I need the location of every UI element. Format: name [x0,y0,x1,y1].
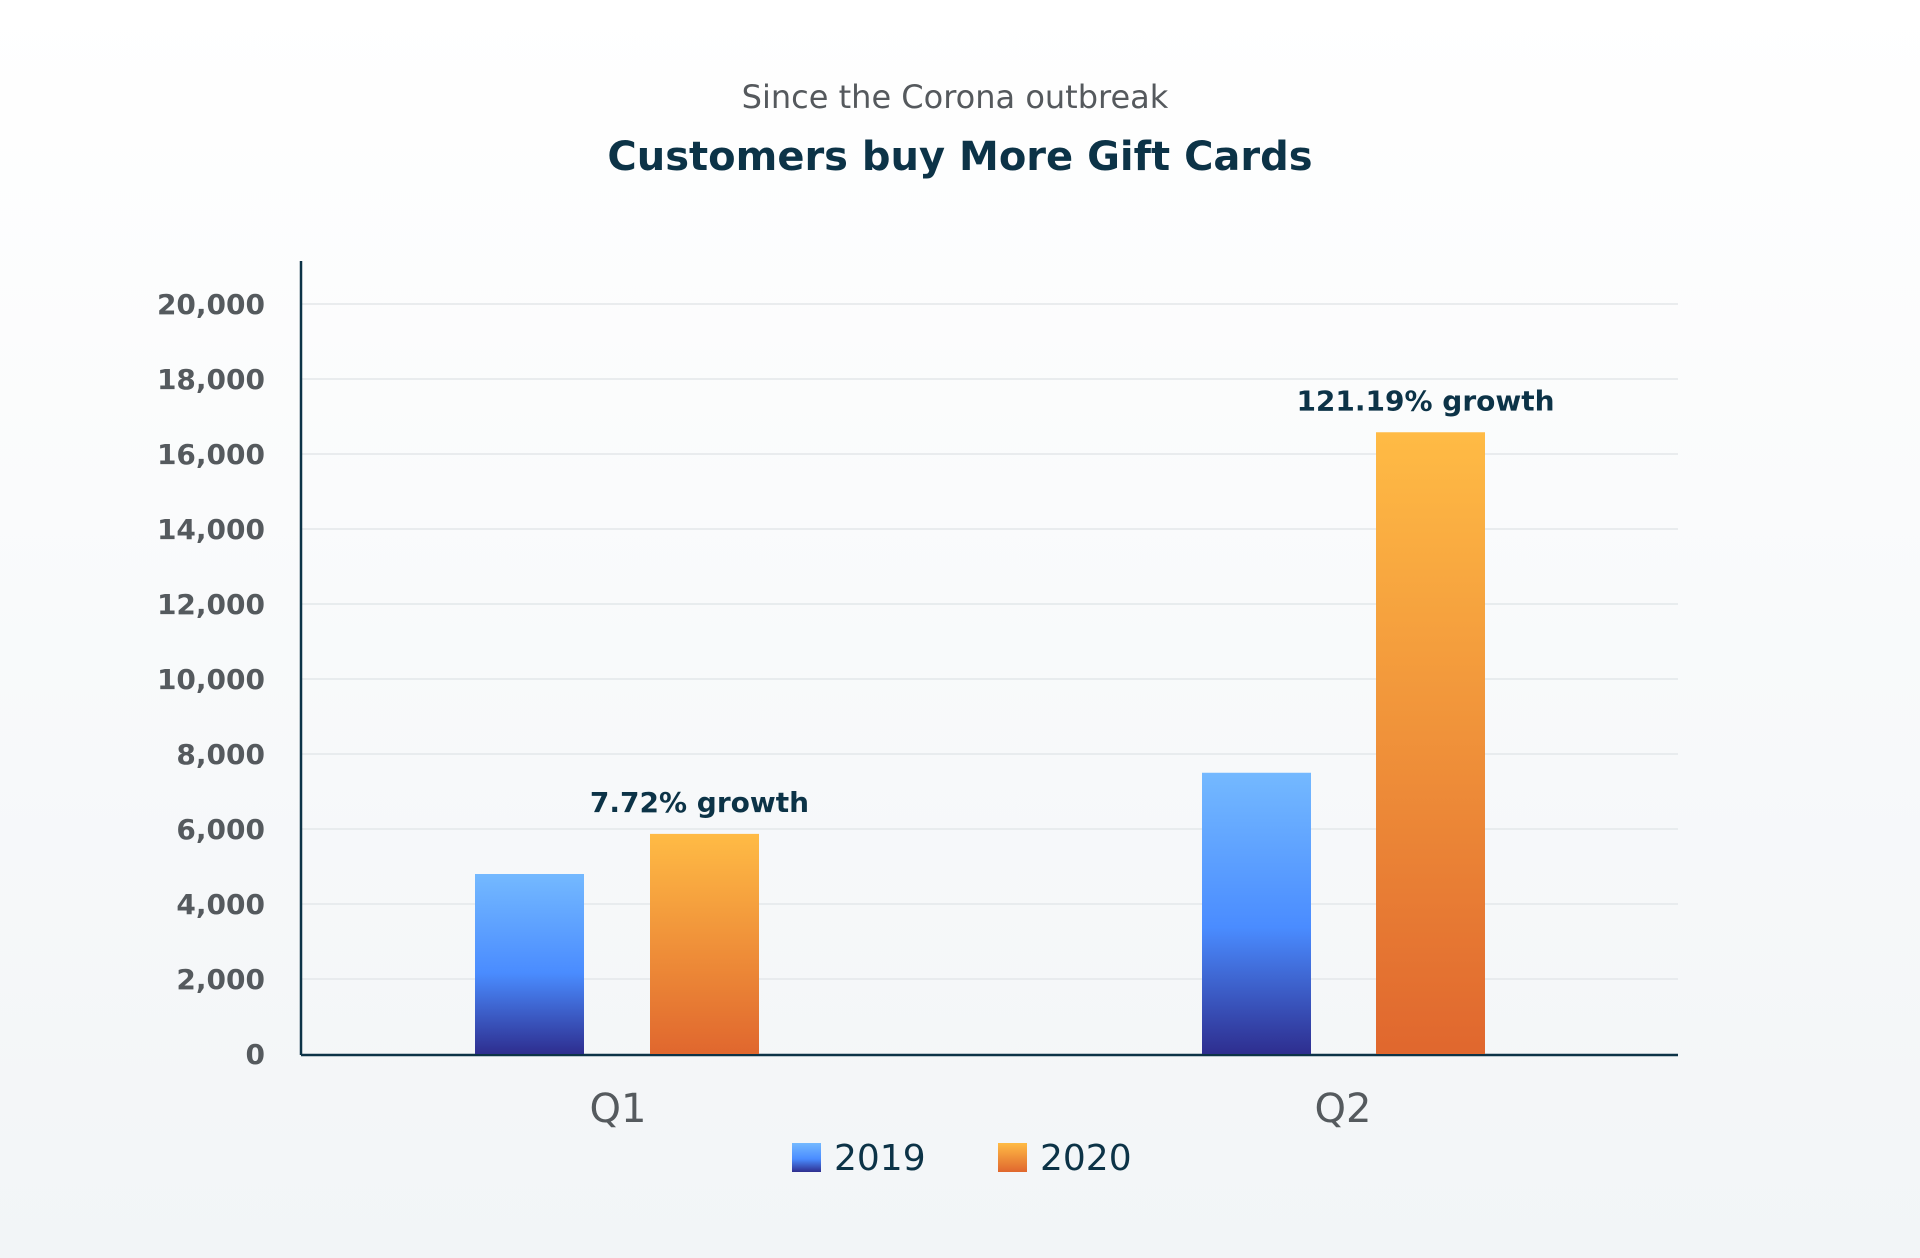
y-tick-label: 4,000 [176,888,265,921]
legend-label-2020: 2020 [1040,1138,1132,1179]
y-tick-label: 6,000 [176,813,265,846]
y-tick-label: 2,000 [176,963,265,996]
y-tick-label: 10,000 [157,663,265,696]
bar-q2-2019 [1202,772,1311,1054]
growth-annotation: 121.19% growth [1296,384,1554,417]
chart-title: Customers buy More Gift Cards [607,134,1312,180]
legend-swatch-2019 [792,1143,821,1172]
chart-subtitle: Since the Corona outbreak [742,78,1169,116]
bar-q1-2020 [650,833,759,1054]
y-tick-label: 12,000 [157,588,265,621]
y-tick-label: 16,000 [157,438,265,471]
y-tick-label: 20,000 [157,288,265,321]
legend-label-2019: 2019 [834,1138,926,1179]
y-tick-label: 0 [246,1038,265,1071]
y-tick-label: 8,000 [176,738,265,771]
y-tick-label: 14,000 [157,513,265,546]
bar-q2-2020 [1376,432,1485,1054]
x-tick-label: Q1 [590,1086,647,1132]
bar-q1-2019 [475,874,584,1054]
growth-annotation: 7.72% growth [590,786,809,819]
legend-swatch-2020 [998,1143,1027,1172]
x-tick-label: Q2 [1315,1086,1372,1132]
y-tick-label: 18,000 [157,363,265,396]
